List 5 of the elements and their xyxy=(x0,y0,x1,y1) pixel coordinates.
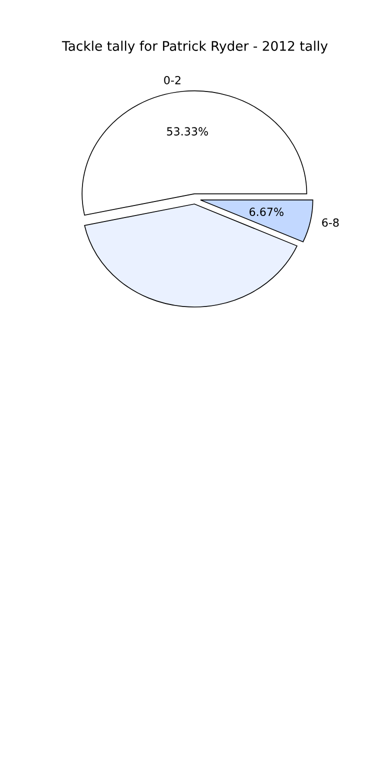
chart-title: Tackle tally for Patrick Ryder - 2012 tally xyxy=(62,40,328,54)
data-label: 53.33% xyxy=(167,127,208,136)
slice-label: 6-8 xyxy=(322,218,339,227)
data-label: 6.67% xyxy=(250,208,284,216)
slice-label: 0-2 xyxy=(164,76,180,84)
